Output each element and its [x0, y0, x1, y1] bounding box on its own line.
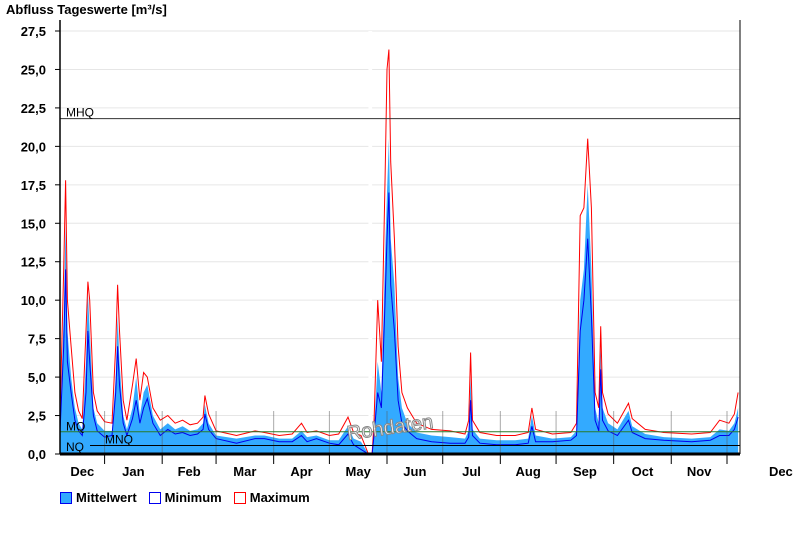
y-tick-label: 17,5 [21, 178, 46, 193]
data-gap [368, 31, 373, 454]
x-tick-label: Dec [769, 464, 793, 479]
chart-title: Abfluss Tageswerte [m³/s] [6, 2, 167, 17]
x-tick-label: Oct [632, 464, 654, 479]
mq-label: MQ [66, 420, 85, 434]
legend-item-maximum[interactable]: Maximum [233, 490, 310, 505]
legend-item-minimum[interactable]: Minimum [148, 490, 222, 505]
series-area-mittelwert [60, 138, 739, 454]
y-tick-label: 5,0 [28, 370, 46, 385]
x-tick-label: Aug [516, 464, 541, 479]
legend-swatch-mittelwert [60, 491, 72, 504]
legend-label: Maximum [249, 490, 310, 505]
y-tick-label: 22,5 [21, 101, 46, 116]
y-tick-label: 27,5 [21, 24, 46, 39]
x-tick-label: Jul [462, 464, 481, 479]
y-tick-label: 7,5 [28, 332, 46, 347]
x-tick-label: Sep [573, 464, 597, 479]
x-tick-label: May [346, 464, 372, 479]
x-tick-label: Feb [178, 464, 201, 479]
mhq-label: MHQ [66, 106, 94, 120]
y-tick-label: 12,5 [21, 255, 46, 270]
legend-swatch-maximum [233, 491, 246, 504]
y-tick-label: 2,5 [28, 409, 46, 424]
legend-swatch-minimum [148, 491, 161, 504]
y-tick-label: 0,0 [28, 447, 46, 462]
nq-label: NQ [66, 440, 84, 454]
series-line-minimum [59, 192, 739, 455]
y-tick-label: 10,0 [21, 293, 46, 308]
x-tick-label: Nov [687, 464, 712, 479]
legend-label: Minimum [164, 490, 222, 505]
x-tick-label: Mar [233, 464, 256, 479]
series-line-maximum [59, 49, 739, 455]
legend-item-mittelwert[interactable]: Mittelwert [60, 490, 137, 505]
x-tick-label: Jun [403, 464, 426, 479]
y-tick-label: 25,0 [21, 62, 46, 77]
x-tick-label: Dec [70, 464, 94, 479]
x-tick-label: Apr [290, 464, 312, 479]
x-tick-label: Jan [122, 464, 144, 479]
y-tick-label: 20,0 [21, 139, 46, 154]
y-tick-label: 15,0 [21, 216, 46, 231]
mnq-label: MNQ [105, 433, 133, 447]
legend-label: Mittelwert [76, 490, 137, 505]
legend: Mittelwert Minimum Maximum [60, 490, 310, 505]
